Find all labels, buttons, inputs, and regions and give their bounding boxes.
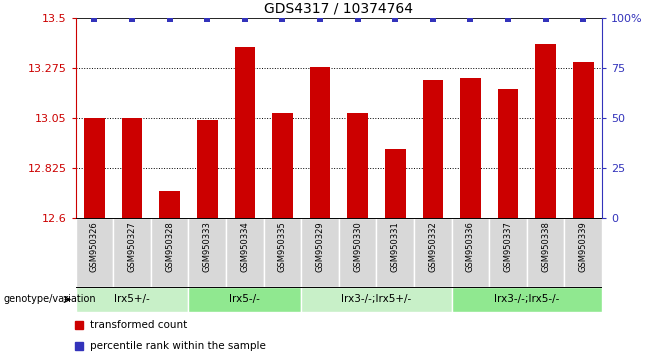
Text: GSM950331: GSM950331 bbox=[391, 221, 400, 272]
Bar bbox=[565, 218, 602, 287]
Bar bbox=[414, 218, 451, 287]
Text: percentile rank within the sample: percentile rank within the sample bbox=[90, 341, 266, 351]
Bar bbox=[76, 287, 188, 312]
Text: GSM950338: GSM950338 bbox=[541, 221, 550, 272]
Text: GSM950326: GSM950326 bbox=[90, 221, 99, 272]
Text: GSM950339: GSM950339 bbox=[579, 221, 588, 272]
Title: GDS4317 / 10374764: GDS4317 / 10374764 bbox=[265, 1, 413, 15]
Text: GSM950337: GSM950337 bbox=[503, 221, 513, 272]
Text: GSM950335: GSM950335 bbox=[278, 221, 287, 272]
Bar bbox=[490, 218, 527, 287]
Bar bbox=[573, 62, 594, 218]
Bar bbox=[301, 218, 339, 287]
Bar bbox=[376, 218, 414, 287]
Bar bbox=[385, 149, 405, 218]
Bar bbox=[497, 89, 519, 218]
Bar bbox=[159, 191, 180, 218]
Text: GSM950330: GSM950330 bbox=[353, 221, 362, 272]
Bar bbox=[460, 78, 481, 218]
Bar bbox=[310, 67, 330, 218]
Bar bbox=[264, 218, 301, 287]
Bar bbox=[301, 287, 451, 312]
Bar bbox=[451, 218, 490, 287]
Text: GSM950327: GSM950327 bbox=[128, 221, 137, 272]
Text: lrx5-/-: lrx5-/- bbox=[230, 295, 261, 304]
Text: GSM950329: GSM950329 bbox=[316, 221, 324, 272]
Bar bbox=[188, 287, 301, 312]
Bar bbox=[234, 47, 255, 218]
Bar bbox=[76, 218, 113, 287]
Text: lrx3-/-;lrx5-/-: lrx3-/-;lrx5-/- bbox=[494, 295, 559, 304]
Bar bbox=[151, 218, 188, 287]
Text: GSM950333: GSM950333 bbox=[203, 221, 212, 272]
Bar bbox=[451, 287, 602, 312]
Bar bbox=[272, 113, 293, 218]
Bar bbox=[122, 118, 142, 218]
Text: GSM950332: GSM950332 bbox=[428, 221, 438, 272]
Text: GSM950328: GSM950328 bbox=[165, 221, 174, 272]
Text: genotype/variation: genotype/variation bbox=[3, 295, 96, 304]
Text: lrx3-/-;lrx5+/-: lrx3-/-;lrx5+/- bbox=[342, 295, 412, 304]
Bar bbox=[84, 118, 105, 218]
Bar bbox=[197, 120, 218, 218]
Bar bbox=[339, 218, 376, 287]
Bar bbox=[422, 80, 443, 218]
Bar bbox=[113, 218, 151, 287]
Text: GSM950336: GSM950336 bbox=[466, 221, 475, 272]
Bar bbox=[226, 218, 264, 287]
Bar bbox=[527, 218, 565, 287]
Bar bbox=[188, 218, 226, 287]
Bar bbox=[347, 113, 368, 218]
Text: GSM950334: GSM950334 bbox=[240, 221, 249, 272]
Bar bbox=[536, 44, 556, 218]
Text: transformed count: transformed count bbox=[90, 320, 188, 330]
Text: lrx5+/-: lrx5+/- bbox=[114, 295, 150, 304]
